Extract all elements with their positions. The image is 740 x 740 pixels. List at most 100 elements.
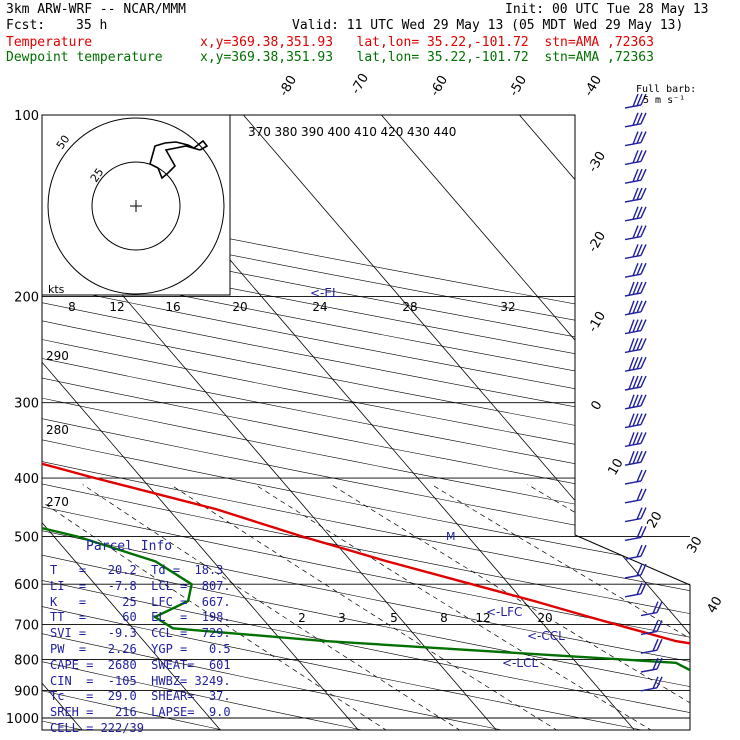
wind-barb-flag [636,488,643,501]
wind-barb-flag [640,93,647,106]
wind-barb [624,319,647,335]
isotherm-label: -70 [348,71,372,97]
valid-time: Valid: 11 UTC Wed 29 May 13 (05 MDT Wed … [292,18,684,33]
wind-barb-flag [640,563,647,576]
freezing-level-marker: M [446,530,456,543]
wind-barb-flag [636,187,643,201]
level-marker: <-EL [310,286,339,300]
theta-e-label: 420 [381,125,404,139]
pressure-tick-label: 300 [14,397,39,412]
wind-barb-flag [652,657,659,671]
wind-barb-flag [636,432,643,445]
wind-barb-flag [632,432,639,446]
temperature-profile [42,115,690,686]
wind-barb-flag [628,450,635,465]
parcel-info-row: TT = 60 EL = 198. [50,610,231,625]
pressure-tick-label: 500 [14,530,39,545]
pressure-tick-label: 800 [14,654,39,669]
wind-barb [640,657,663,673]
dry-adiabat-line [42,127,690,730]
wind-barb [624,206,647,222]
barb-legend-title: Full barb: [636,84,697,95]
wind-barb-flag [640,206,647,219]
wind-barb-flag [656,676,663,689]
pressure-tick-label: 400 [14,472,39,487]
wind-barb-flag [632,206,639,220]
wind-barb-flag [628,356,635,371]
dry-adiabat-line [42,127,690,730]
wind-barb-flag [636,206,643,219]
wind-barb-flag [640,432,647,444]
wind-barb-flag [632,131,639,145]
wind-barb-flag [656,638,663,651]
dry-adiabat-line [42,127,690,730]
wind-barb-flag [640,582,647,595]
wind-barb-flag [628,319,635,334]
theta-e-label: 410 [354,125,377,139]
mixing-ratio-label: 24 [312,300,327,314]
wind-barb-flag [640,319,647,331]
wind-barb-staff [624,574,642,579]
wind-barb-flag [636,582,643,595]
dry-adiabat-line [42,127,690,730]
mixing-ratio-label: 20 [232,300,247,314]
isotherm-label: -60 [427,73,451,99]
isotherm-label: 40 [704,594,725,616]
forecast-hour: 35 h [76,18,108,33]
wind-barb-flag [652,676,659,689]
parcel-info-row: LI = -7.8 LCL = 807. [50,578,231,593]
parcel-info-row: SREH = 216 LAPSE= 9.0 [50,705,231,720]
parcel-info-row: T = 20.2 Td = 18.3 [50,563,224,577]
wind-barb-flag [636,262,643,276]
theta-e-label: 370 [248,125,271,139]
model-title: 3km ARW-WRF -- NCAR/MMM [6,2,187,17]
wind-barb [624,225,647,241]
theta-e-label: 400 [328,125,351,139]
mixing-ratio-label: 12 [475,611,490,625]
forecast-label: Fcst: [6,18,46,33]
wind-barb-flag [628,300,635,315]
hodograph-ring [47,117,225,295]
wind-barb-flag [628,281,635,296]
wind-barb-flag [640,488,647,501]
wind-barb-flag [640,356,647,369]
wind-barb-flag [640,262,647,275]
wind-barb-flag [636,338,643,351]
wind-barb [624,375,647,391]
profile-group [42,115,690,686]
wind-barb-flag [632,150,639,164]
wind-barb-flag [640,544,647,557]
level-marker: <-CCL [527,629,565,643]
wind-barbs [624,93,663,692]
wind-barb-flag [636,375,643,389]
wind-barb [624,488,647,504]
wind-barb-flag [640,338,647,350]
wind-barb-flag [640,469,647,482]
wind-barb-flag [640,225,647,237]
wind-barb [624,563,647,579]
parcel-info-row: CAPE = 2680 SWEAT= 601 [50,657,231,672]
wind-barb-flag [636,563,643,577]
wind-barb-flag [640,375,647,388]
wind-barb-flag [632,375,639,389]
wind-barb-flag [628,413,635,428]
wind-barb [640,601,663,617]
parcel-info-row: CIN = -105 HWBZ= 3249. [50,673,231,688]
wind-barb [624,244,647,260]
wind-barb-flag [632,262,639,277]
theta-e-label: 440 [434,125,457,139]
wind-barb-flag [652,638,659,652]
temperature-location: x,y=369.38,351.93 lat,lon= 35.22,-101.72… [200,35,654,50]
wind-barb [624,582,647,598]
wind-barb-flag [632,450,639,465]
wind-barb-flag [632,338,639,352]
isotherm-label: -20 [585,229,609,255]
wind-barb [624,469,647,485]
wind-barb-flag [632,356,639,371]
wind-barb [640,676,663,692]
level-marker: <-LCL [502,656,538,670]
wind-barb [624,168,647,184]
wind-barb [624,262,647,278]
